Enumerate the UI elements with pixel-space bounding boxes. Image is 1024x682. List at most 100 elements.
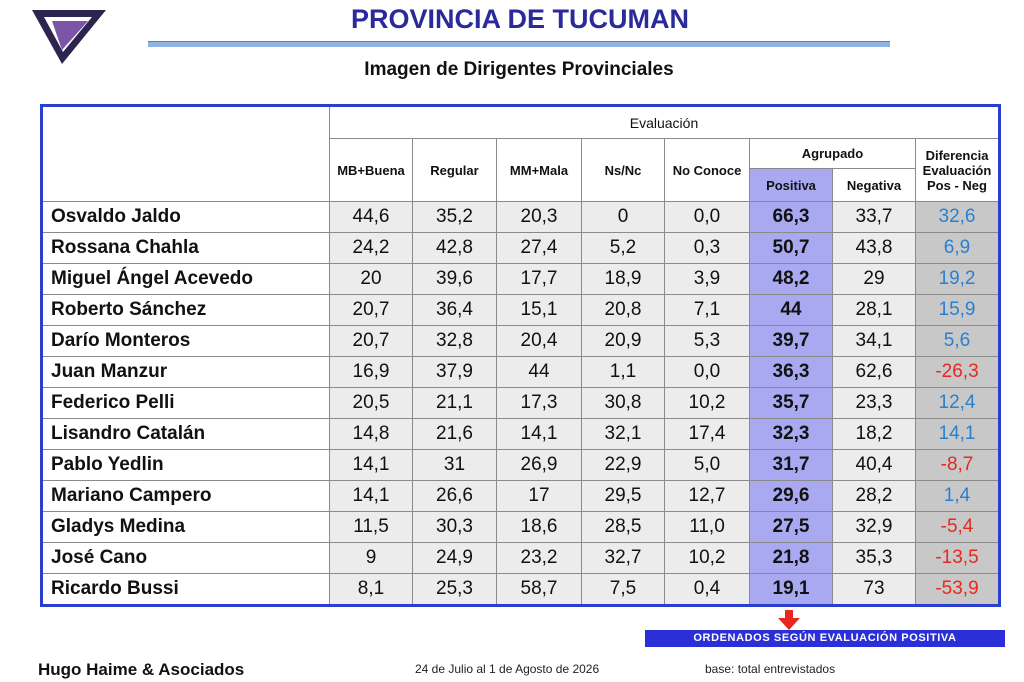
table-row: Roberto Sánchez 20,7 36,4 15,1 20,8 7,1 44 28,1… [41, 294, 1000, 326]
cell: 44 [496, 356, 582, 388]
leader-name: Federico Pelli [41, 387, 330, 419]
arrow [778, 610, 800, 630]
leader-name: Darío Monteros [41, 325, 330, 357]
table-row: Mariano Campero 14,1 26,6 17 29,5 12,7 29,6 28,… [41, 480, 1000, 512]
cell: 32,1 [581, 418, 665, 450]
cell: 20,5 [329, 387, 413, 419]
cell: 33,7 [832, 201, 916, 233]
column-header: MB+Buena [329, 138, 413, 202]
column-header: Ns/Nc [581, 138, 665, 202]
cell: 26,6 [412, 480, 497, 512]
cell: 0,4 [664, 573, 750, 606]
table-row: Lisandro Catalán 14,8 21,6 14,1 32,1 17,4 32,3… [41, 418, 1000, 450]
cell: 18,2 [832, 418, 916, 450]
cell: 20,3 [496, 201, 582, 233]
cell: 26,9 [496, 449, 582, 481]
cell: -13,5 [915, 542, 1000, 574]
cell: 0 [581, 201, 665, 233]
cell: 5,3 [664, 325, 750, 357]
cell: 6,9 [915, 232, 1000, 264]
cell: 73 [832, 573, 916, 606]
cell: 32,9 [832, 511, 916, 543]
leader-name: José Cano [41, 542, 330, 574]
table-row: Juan Manzur 16,9 37,9 44 1,1 0,0 36,3 62,6 -26,3 [41, 356, 1000, 388]
difference-header-line: Evaluación [922, 162, 992, 178]
cell: 0,0 [664, 356, 750, 388]
cell: 1,1 [581, 356, 665, 388]
cell: 36,3 [749, 356, 833, 388]
cell: 32,7 [581, 542, 665, 574]
table-row: José Cano 9 24,9 23,2 32,7 10,2 21,8 35,3 -13,5 [41, 542, 1000, 574]
cell: 5,0 [664, 449, 750, 481]
table-row: Darío Monteros 20,7 32,8 20,4 20,9 5,3 39,7 34,… [41, 325, 1000, 357]
cell: 14,1 [329, 480, 413, 512]
cell: 15,1 [496, 294, 582, 326]
cell: 5,2 [581, 232, 665, 264]
cell: 14,1 [915, 418, 1000, 450]
dates: 24 de Julio al 1 de Agosto de 2026 [415, 662, 600, 676]
group-header: Evaluación [329, 105, 1000, 139]
cell: 44 [749, 294, 833, 326]
cell: 40,4 [832, 449, 916, 481]
cell: 12,7 [664, 480, 750, 512]
cell: 31 [412, 449, 497, 481]
cell: 50,7 [749, 232, 833, 264]
cell: 35,2 [412, 201, 497, 233]
column-header: Regular [412, 138, 497, 202]
cell: 9 [329, 542, 413, 574]
cell: 44,6 [329, 201, 413, 233]
cell: 39,7 [749, 325, 833, 357]
cell: 28,5 [581, 511, 665, 543]
cell: 30,3 [412, 511, 497, 543]
cell: 30,8 [581, 387, 665, 419]
cell: 14,1 [496, 418, 582, 450]
table-row: Pablo Yedlin 14,1 31 26,9 22,9 5,0 31,7 40,4 -8,… [41, 449, 1000, 481]
cell: 17,3 [496, 387, 582, 419]
cell: 25,3 [412, 573, 497, 606]
cell: 32,3 [749, 418, 833, 450]
cell: 34,1 [832, 325, 916, 357]
cell: 37,9 [412, 356, 497, 388]
cell: 1,4 [915, 480, 1000, 512]
cell: 14,1 [329, 449, 413, 481]
cell: 32,8 [412, 325, 497, 357]
cell: 19,1 [749, 573, 833, 606]
table-row: Osvaldo Jaldo 44,6 35,2 20,3 0 0,0 66,3 33,7 32,… [41, 201, 1000, 233]
leader-name: Juan Manzur [41, 356, 330, 388]
cell: 29,5 [581, 480, 665, 512]
cell: 8,1 [329, 573, 413, 606]
subtitle: Imagen de Dirigentes Provinciales [364, 59, 674, 80]
cell: 43,8 [832, 232, 916, 264]
grouped-header: Agrupado [749, 138, 916, 169]
leader-name: Miguel Ángel Acevedo [41, 263, 330, 295]
cell: 17,4 [664, 418, 750, 450]
cell: 10,2 [664, 542, 750, 574]
table-row: Federico Pelli 20,5 21,1 17,3 30,8 10,2 35,7 23… [41, 387, 1000, 419]
cell: 36,4 [412, 294, 497, 326]
cell: -53,9 [915, 573, 1000, 606]
company: Hugo Haime & Asociados [38, 660, 245, 679]
cell: 23,3 [832, 387, 916, 419]
cell: 21,1 [412, 387, 497, 419]
cell: 20,7 [329, 325, 413, 357]
cell: 27,5 [749, 511, 833, 543]
leader-name: Mariano Campero [41, 480, 330, 512]
cell: 19,2 [915, 263, 1000, 295]
cell: 20,4 [496, 325, 582, 357]
difference-header-line: Diferencia [925, 147, 989, 163]
cell: -8,7 [915, 449, 1000, 481]
cell: 29,6 [749, 480, 833, 512]
cell: 48,2 [749, 263, 833, 295]
table-row: Rossana Chahla 24,2 42,8 27,4 5,2 0,3 50,7 43,8… [41, 232, 1000, 264]
cell: 21,6 [412, 418, 497, 450]
cell: 10,2 [664, 387, 750, 419]
sort-note: ORDENADOS SEGÚN EVALUACIÓN POSITIVA [645, 630, 1005, 647]
leader-name: Ricardo Bussi [41, 573, 330, 606]
leader-name: Roberto Sánchez [41, 294, 330, 326]
cell: 7,1 [664, 294, 750, 326]
cell: 18,6 [496, 511, 582, 543]
table-row: Gladys Medina 11,5 30,3 18,6 28,5 11,0 27,5 32,… [41, 511, 1000, 543]
cell: 20,9 [581, 325, 665, 357]
cell: 21,8 [749, 542, 833, 574]
